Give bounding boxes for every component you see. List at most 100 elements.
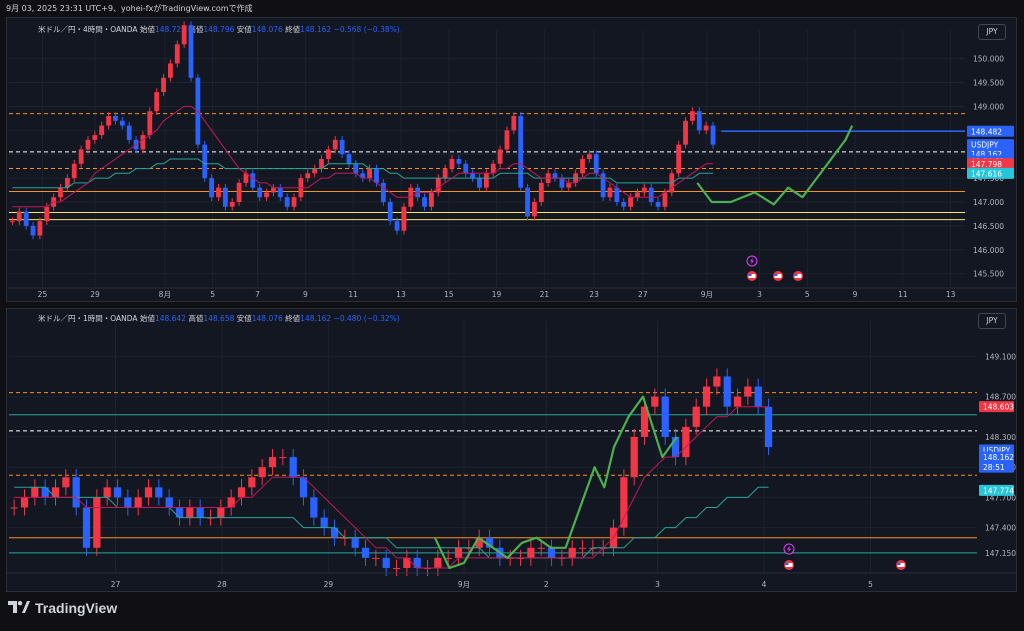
chart-pane-1h[interactable]: 米ドル／円・1時間・OANDA 始値148.642 高値148.658 安値14… — [6, 308, 1017, 592]
x-tick-label: 7 — [255, 290, 260, 299]
candle — [161, 77, 166, 93]
x-tick-label: 13 — [946, 290, 956, 299]
x-tick-label: 9月 — [701, 290, 713, 299]
candle — [243, 173, 249, 183]
symbol-title: 米ドル／円・1時間・OANDA — [38, 314, 138, 323]
x-tick-label: 13 — [396, 290, 406, 299]
candle — [319, 159, 324, 169]
x-tick-label: 19 — [492, 290, 502, 299]
close-label: 終値 — [285, 314, 301, 323]
price-chart-1h[interactable]: 149.100148.700148.300148.000147.700147.4… — [7, 309, 1016, 591]
candle — [444, 557, 452, 559]
candle — [181, 25, 187, 45]
candle — [449, 159, 455, 169]
us-flag-stripe — [785, 563, 793, 567]
low-value: 148.076 — [251, 314, 283, 323]
open-value: 148.729 — [154, 25, 186, 34]
us-flag-canton — [748, 274, 752, 276]
y-tick-label: 146.500 — [973, 222, 1004, 231]
candle — [325, 149, 331, 159]
candle — [403, 557, 411, 568]
candle — [188, 25, 194, 78]
candle — [106, 116, 111, 126]
candle — [258, 467, 266, 478]
x-tick-label: 5 — [210, 290, 215, 299]
candle — [454, 547, 463, 558]
candle — [119, 120, 125, 126]
x-tick-label: 21 — [540, 290, 550, 299]
candle — [62, 477, 70, 488]
x-tick-label: 4 — [762, 580, 767, 589]
x-tick-label: 5 — [805, 290, 810, 299]
candle — [413, 557, 421, 568]
ohlc-legend-4h: 米ドル／円・4時間・OANDA 始値148.729 高値148.796 安値14… — [38, 24, 400, 35]
price-chart-4h[interactable]: 150.000149.500149.000148.500148.000147.5… — [7, 18, 1016, 301]
candle — [374, 168, 379, 183]
candle — [614, 187, 620, 202]
candle — [532, 202, 537, 217]
candle — [655, 202, 661, 207]
candle — [648, 187, 654, 202]
candle — [392, 567, 401, 569]
candle — [291, 197, 297, 207]
close-value: 148.162 — [300, 314, 332, 323]
x-tick-label: 15 — [444, 290, 454, 299]
price-badge-label: USDJPY — [971, 141, 999, 150]
chart-pane-4h[interactable]: 米ドル／円・4時間・OANDA 始値148.729 高値148.796 安値14… — [6, 17, 1017, 302]
candle — [661, 396, 669, 437]
high-label: 高値 — [188, 314, 204, 323]
candle — [10, 507, 18, 509]
x-tick-label: 9 — [303, 290, 308, 299]
x-tick-label: 29 — [90, 290, 100, 299]
price-badge — [967, 167, 1014, 179]
y-tick-label: 147.400 — [985, 524, 1016, 533]
candle — [361, 547, 370, 558]
candle — [511, 116, 517, 131]
y-tick-label: 145.500 — [973, 270, 1004, 279]
candle — [504, 130, 510, 150]
candle — [703, 125, 709, 131]
candle — [490, 163, 496, 174]
price-badge-label: 148.603 — [983, 403, 1014, 412]
candle — [257, 187, 263, 198]
candle — [31, 487, 39, 498]
candle — [339, 139, 345, 155]
x-tick-label: 29 — [324, 580, 334, 589]
candle — [174, 44, 180, 64]
candle — [320, 517, 328, 528]
lightning-glyph — [750, 257, 754, 265]
indicator-curve — [696, 125, 854, 206]
moving-average-red — [12, 105, 713, 208]
candle — [284, 197, 290, 207]
candle — [72, 477, 80, 508]
tradingview-brand: TradingView — [8, 600, 117, 616]
candle — [600, 173, 606, 198]
us-flag-stripe — [897, 563, 905, 567]
candle — [330, 527, 339, 538]
candle — [250, 173, 256, 188]
currency-button[interactable]: JPY — [978, 313, 1006, 329]
price-badge — [967, 125, 1014, 137]
candle — [683, 120, 688, 145]
candle — [186, 507, 194, 518]
candle — [434, 557, 442, 568]
candle — [144, 487, 153, 498]
candle — [44, 206, 50, 222]
price-badge-label: 148.482 — [971, 127, 1002, 136]
y-tick-label: 148.700 — [985, 393, 1016, 402]
candle — [641, 187, 647, 193]
candle — [394, 221, 400, 231]
change-value: −0.568 (−0.38%) — [333, 25, 400, 34]
tradingview-logo-icon — [8, 600, 30, 616]
candle — [99, 125, 105, 136]
candle — [547, 547, 556, 558]
candle — [10, 221, 15, 223]
candle — [165, 497, 173, 508]
candle — [229, 202, 235, 207]
currency-button[interactable]: JPY — [978, 24, 1006, 40]
x-tick-label: 25 — [38, 290, 48, 299]
candle — [733, 396, 742, 407]
high-value: 148.658 — [203, 314, 235, 323]
candle — [346, 154, 352, 164]
candle — [559, 178, 565, 188]
